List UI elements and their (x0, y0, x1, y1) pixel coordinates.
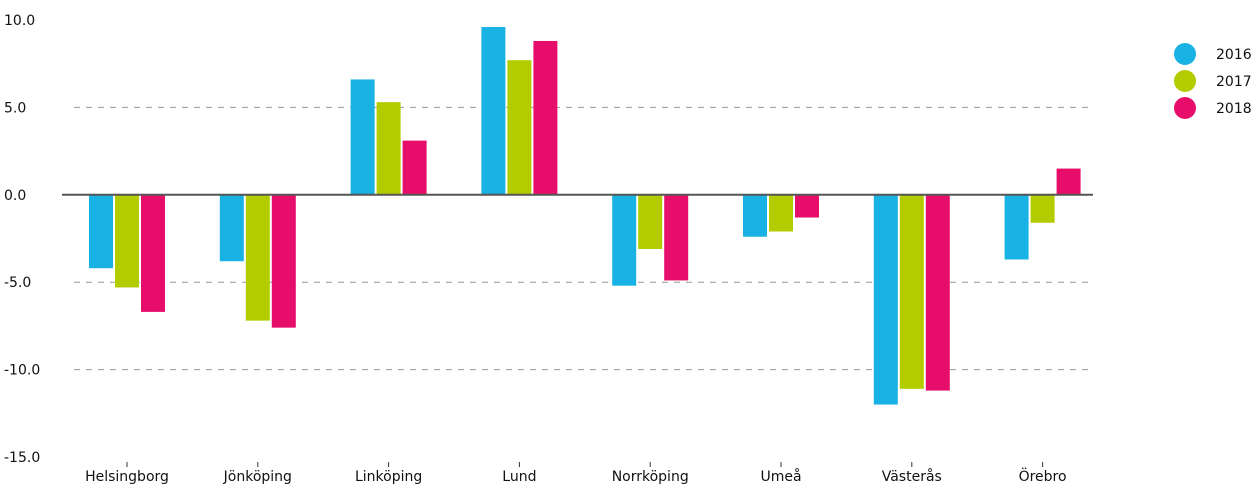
y-tick-label: -10.0 (4, 363, 40, 379)
bar-2016-1 (219, 194, 244, 262)
x-tick-label: Helsingborg (85, 469, 169, 484)
legend-swatch-2017 (1174, 70, 1196, 92)
bar-2018-0 (141, 194, 165, 312)
bar-2017-3 (507, 60, 532, 195)
x-tick-label: Norrköping (612, 469, 689, 484)
legend-label-2017: 2017 (1216, 74, 1252, 90)
bar-2018-7 (1056, 168, 1081, 195)
bar-2017-7 (1030, 194, 1055, 223)
bar-2017-6 (899, 194, 924, 389)
bar-2016-4 (612, 194, 637, 286)
legend-label-2016: 2016 (1216, 47, 1252, 63)
bar-2016-3 (481, 26, 506, 195)
y-tick-label: -15.0 (4, 450, 40, 466)
bar-2018-4 (664, 194, 689, 281)
legend-label-2018: 2018 (1216, 101, 1252, 117)
y-tick-label: -5.0 (4, 275, 31, 291)
bar-2017-0 (115, 194, 139, 288)
legend-swatch-2016 (1174, 43, 1196, 65)
legend: 2016 2017 2018 (1174, 43, 1252, 119)
y-tick-label: 0.0 (4, 188, 26, 204)
bar-2018-3 (533, 40, 558, 195)
bar-2016-2 (350, 79, 375, 195)
bar-2018-5 (795, 194, 819, 218)
y-tick-label: 5.0 (4, 100, 26, 116)
x-tick-label: Västerås (882, 468, 942, 484)
bars (89, 26, 1081, 405)
y-tick-label: 10.0 (4, 13, 35, 29)
x-tick-label: Jönköping (223, 469, 292, 484)
bar-2016-7 (1004, 194, 1029, 260)
bar-2018-2 (402, 140, 427, 195)
x-tick-label: Linköping (355, 469, 422, 484)
bar-2017-1 (245, 194, 270, 321)
bar-2017-2 (376, 102, 401, 195)
bar-2018-1 (271, 194, 296, 328)
x-tick-label: Örebro (1019, 467, 1067, 484)
bar-2017-4 (638, 194, 663, 249)
x-tick-label: Lund (502, 469, 536, 484)
bar-2016-5 (743, 194, 767, 237)
x-tick-label: Umeå (760, 468, 801, 484)
y-axis: 10.0 5.0 0.0 -5.0 -10.0 -15.0 (4, 13, 40, 466)
bar-2017-5 (769, 194, 793, 232)
grid-lines (74, 106, 1093, 371)
bar-2018-6 (925, 194, 950, 391)
bar-2016-6 (873, 194, 898, 405)
x-axis: Helsingborg Jönköping Linköping Lund Norrköp… (85, 462, 1067, 484)
legend-swatch-2018 (1174, 97, 1196, 119)
bar-2016-0 (89, 194, 113, 269)
